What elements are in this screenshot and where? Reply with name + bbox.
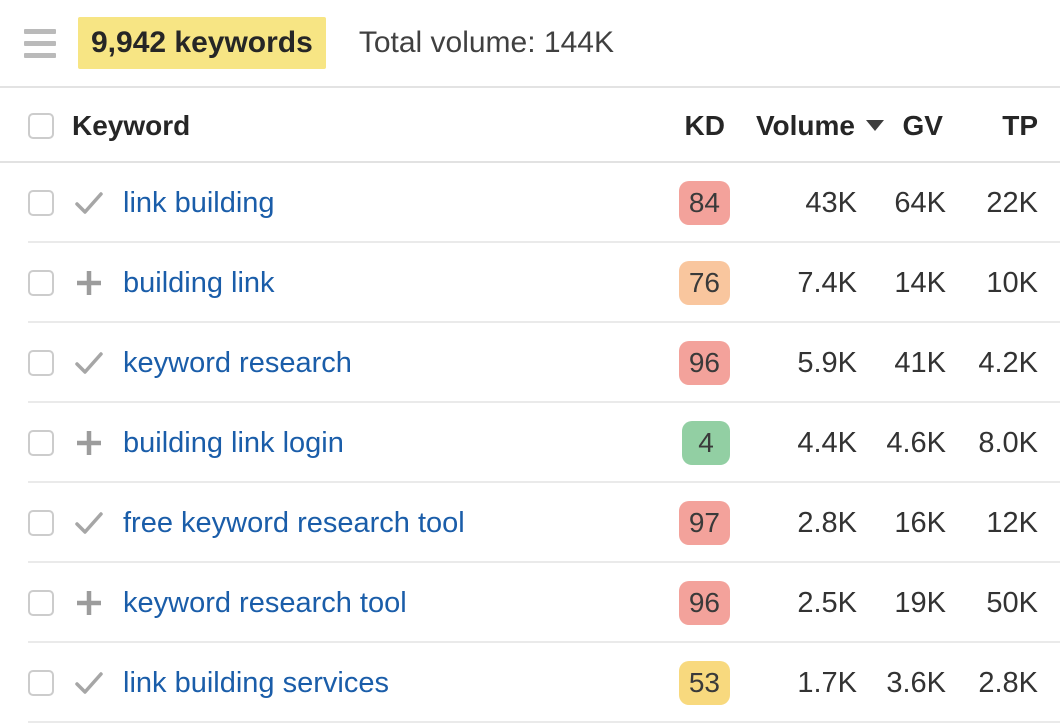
gv-value: 16K: [894, 506, 946, 539]
menu-icon[interactable]: [24, 28, 56, 58]
row-checkbox[interactable]: [28, 430, 54, 456]
column-header-volume-label: Volume: [755, 109, 855, 141]
tp-value: 8.0K: [978, 426, 1038, 459]
menu-bar: [24, 52, 56, 58]
column-header-volume[interactable]: Volume: [730, 109, 884, 142]
added-check-icon[interactable]: [74, 670, 104, 696]
gv-value: 4.6K: [886, 426, 946, 459]
kd-badge: 96: [678, 581, 730, 625]
row-status-cell: [54, 510, 106, 536]
table-row: building link 76 7.4K 14K 10K: [0, 243, 1060, 323]
keyword-link[interactable]: keyword research: [123, 346, 352, 379]
volume-value: 7.4K: [797, 266, 857, 299]
menu-bar: [24, 40, 56, 46]
column-header-tp[interactable]: TP: [1002, 109, 1038, 141]
row-checkbox[interactable]: [28, 510, 54, 536]
tp-value: 50K: [986, 586, 1038, 619]
table-row: keyword research tool 96 2.5K 19K 50K: [0, 563, 1060, 643]
column-header-kd[interactable]: KD: [684, 109, 725, 141]
row-status-cell: [54, 670, 106, 696]
menu-bar: [24, 28, 56, 34]
tp-value: 10K: [986, 266, 1038, 299]
volume-value: 4.4K: [797, 426, 857, 459]
add-plus-icon[interactable]: [75, 589, 103, 617]
table-row: keyword research 96 5.9K 41K 4.2K: [0, 323, 1060, 403]
table-row: free keyword research tool 97 2.8K 16K 1…: [0, 483, 1060, 563]
gv-value: 19K: [894, 586, 946, 619]
kd-badge: 53: [678, 661, 730, 705]
tp-value: 2.8K: [978, 666, 1038, 699]
added-check-icon[interactable]: [74, 190, 104, 216]
keyword-link[interactable]: building link: [123, 266, 275, 299]
row-checkbox[interactable]: [28, 590, 54, 616]
column-header-keyword: Keyword: [72, 109, 191, 141]
volume-value: 5.9K: [797, 346, 857, 379]
keyword-link[interactable]: link building: [123, 186, 275, 219]
add-plus-icon[interactable]: [75, 429, 103, 457]
column-header-gv[interactable]: GV: [902, 109, 943, 141]
kd-cell: 4: [682, 421, 730, 465]
total-volume-label: Total volume: 144K: [358, 26, 614, 59]
kd-cell: 96: [678, 341, 730, 385]
add-plus-icon[interactable]: [75, 269, 103, 297]
table-row: link building 84 43K 64K 22K: [0, 163, 1060, 243]
row-checkbox[interactable]: [28, 350, 54, 376]
keyword-link[interactable]: keyword research tool: [123, 586, 407, 619]
table-row: link building services 53 1.7K 3.6K 2.8K: [0, 643, 1060, 723]
row-status-cell: [54, 350, 106, 376]
row-checkbox[interactable]: [28, 190, 54, 216]
keyword-link[interactable]: link building services: [123, 666, 389, 699]
added-check-icon[interactable]: [74, 350, 104, 376]
table-header: Keyword KD Volume GV TP: [0, 88, 1060, 163]
volume-value: 43K: [805, 186, 857, 219]
tp-value: 12K: [986, 506, 1038, 539]
row-status-cell: [54, 190, 106, 216]
keyword-link[interactable]: free keyword research tool: [123, 506, 465, 539]
gv-value: 14K: [894, 266, 946, 299]
kd-badge: 76: [678, 261, 730, 305]
table-body: link building 84 43K 64K 22K building li…: [0, 163, 1060, 723]
kd-badge: 96: [678, 341, 730, 385]
gv-value: 41K: [894, 346, 946, 379]
volume-value: 1.7K: [797, 666, 857, 699]
row-status-cell: [54, 589, 106, 617]
gv-value: 3.6K: [886, 666, 946, 699]
keyword-link[interactable]: building link login: [123, 426, 344, 459]
row-checkbox[interactable]: [28, 270, 54, 296]
kd-badge: 84: [678, 181, 730, 225]
kd-badge: 97: [678, 501, 730, 545]
tp-value: 4.2K: [978, 346, 1038, 379]
kd-cell: 53: [678, 661, 730, 705]
keywords-count-badge: 9,942 keywords: [78, 17, 326, 69]
gv-value: 64K: [894, 186, 946, 219]
kd-cell: 84: [678, 181, 730, 225]
kd-cell: 76: [678, 261, 730, 305]
volume-value: 2.5K: [797, 586, 857, 619]
kd-cell: 97: [678, 501, 730, 545]
row-checkbox[interactable]: [28, 670, 54, 696]
volume-value: 2.8K: [797, 506, 857, 539]
kd-badge: 4: [682, 421, 730, 465]
kd-cell: 96: [678, 581, 730, 625]
table-row: building link login 4 4.4K 4.6K 8.0K: [0, 403, 1060, 483]
toolbar: 9,942 keywords Total volume: 144K: [0, 0, 1060, 88]
added-check-icon[interactable]: [74, 510, 104, 536]
row-status-cell: [54, 269, 106, 297]
row-status-cell: [54, 429, 106, 457]
select-all-checkbox[interactable]: [28, 112, 54, 139]
tp-value: 22K: [986, 186, 1038, 219]
sort-desc-caret-icon: [866, 120, 884, 131]
